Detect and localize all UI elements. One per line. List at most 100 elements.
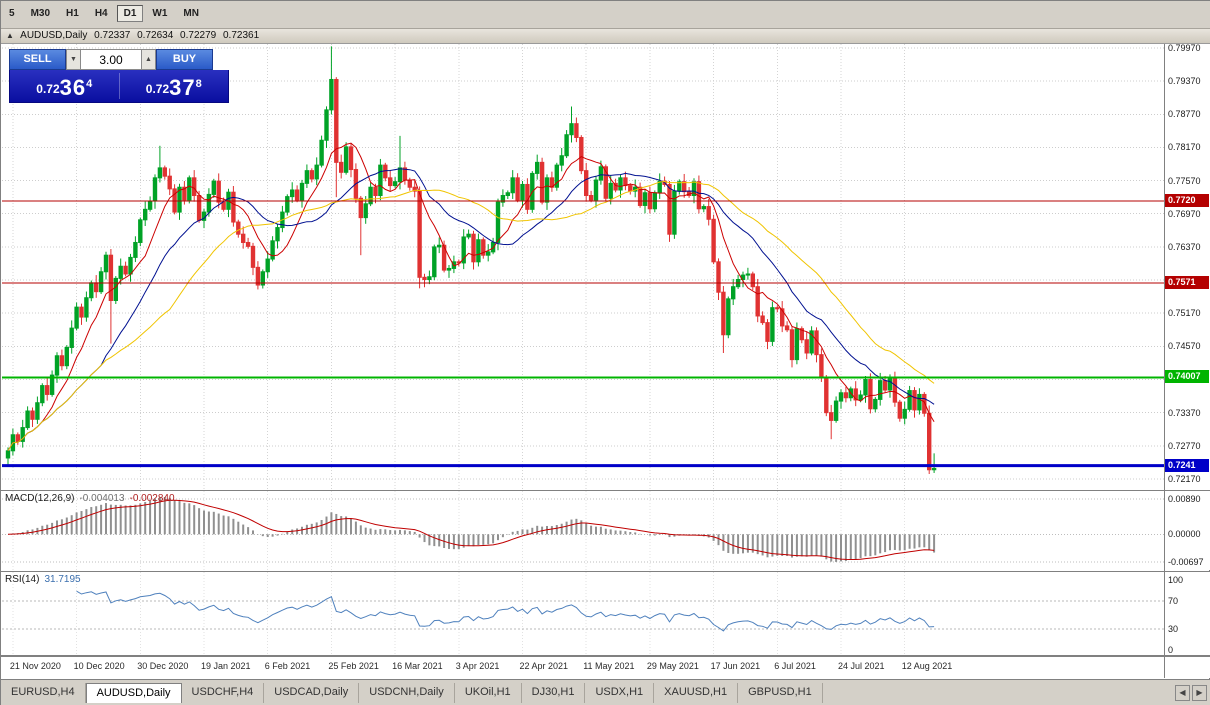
timeframe-button-d1[interactable]: D1 (116, 5, 144, 22)
time-axis-label: 22 Apr 2021 (519, 661, 569, 671)
macd-axis-label: 0.00890 (1168, 494, 1201, 504)
macd-axis-label: 0.00000 (1168, 529, 1201, 540)
ohlc-high: 0.72634 (137, 30, 174, 41)
rsi-axis-label: 0 (1168, 645, 1174, 655)
price-divider (118, 73, 120, 99)
time-axis-label: 24 Jul 2021 (838, 661, 885, 671)
price-axis-label: 0.76970 (1168, 208, 1201, 219)
macd-name: MACD(12,26,9) (5, 493, 75, 504)
rsi-axis-label: 30 (1168, 624, 1179, 634)
price-axis-label: 0.78170 (1168, 142, 1201, 153)
sell-button[interactable]: SELL (9, 49, 66, 70)
time-axis-label: 19 Jan 2021 (201, 661, 251, 671)
chart-tab-usdcad-daily[interactable]: USDCAD,Daily (264, 683, 360, 703)
time-axis-label: 25 Feb 2021 (328, 661, 379, 671)
ohlc-open: 0.72337 (94, 30, 131, 41)
sell-price-prefix: 0.72 (36, 82, 60, 96)
time-axis-label: 11 May 2021 (583, 661, 635, 671)
panel-separator (1, 655, 1210, 657)
chart-tab-usdx-h1[interactable]: USDX,H1 (585, 683, 655, 703)
macd-indicator-panel[interactable]: MACD(12,26,9) -0.004013 -0.002840 (1, 491, 1210, 570)
chart-tab-dj30-h1[interactable]: DJ30,H1 (522, 683, 586, 703)
volume-increase-button[interactable]: ▲ (141, 49, 156, 70)
buy-price-pip: 8 (195, 78, 202, 90)
price-line-label: 0.7571 (1165, 276, 1209, 290)
macd-chart[interactable] (2, 491, 1164, 570)
buy-button[interactable]: BUY (156, 49, 213, 70)
timeframe-button-mn[interactable]: MN (183, 8, 199, 19)
time-axis-label: 30 Dec 2020 (137, 661, 189, 671)
panel-separator[interactable] (1, 571, 1210, 572)
macd-axis-label: -0.00697 (1168, 557, 1204, 567)
axis-separator (1164, 44, 1165, 678)
ohlc-low: 0.72279 (180, 30, 217, 41)
timeframe-button-w1[interactable]: W1 (152, 8, 168, 19)
price-line-label: 0.74007 (1165, 370, 1209, 384)
chart-icon: ▲ (6, 31, 14, 40)
chart-tab-usdchf-h4[interactable]: USDCHF,H4 (182, 683, 265, 703)
timeframe-button-5[interactable]: 5 (9, 8, 15, 19)
timeframe-button-m30[interactable]: M30 (30, 8, 51, 19)
panel-separator[interactable] (1, 490, 1210, 491)
price-axis-label: 0.72770 (1168, 440, 1201, 451)
time-axis-label: 6 Jul 2021 (774, 661, 816, 671)
time-axis-label: 16 Mar 2021 (392, 661, 443, 671)
time-axis[interactable]: 21 Nov 2020 10 Dec 2020 30 Dec 2020 19 Jan … (1, 657, 1210, 678)
volume-decrease-button[interactable]: ▼ (66, 49, 81, 70)
buy-price-prefix: 0.72 (145, 82, 170, 96)
rsi-axis-label: 100 (1168, 575, 1184, 585)
timeframe-buttons: 5 M30 H1 H4 D1 W1 MN (1, 1, 1210, 22)
chart-symbol: AUDUSD,Daily (20, 30, 88, 41)
buy-price-display[interactable]: 0.72 37 8 (120, 70, 229, 102)
chart-tab-gbpusd-h1[interactable]: GBPUSD,H1 (738, 683, 823, 703)
price-axis-label: 0.73370 (1168, 407, 1201, 418)
tab-scroll-left-button[interactable]: ◀ (1175, 685, 1190, 701)
chart-tab-bar: EURUSD,H4 AUDUSD,Daily USDCHF,H4 USDCAD,Dai… (1, 679, 1210, 705)
buy-price-big: 37 (169, 75, 196, 100)
sell-price-display[interactable]: 0.72 36 4 (10, 70, 119, 102)
price-axis-label: 0.78770 (1168, 109, 1201, 120)
price-axis-label: 0.79370 (1168, 76, 1201, 87)
price-axis-label: 0.72170 (1168, 473, 1201, 484)
timeframe-button-h1[interactable]: H1 (66, 8, 79, 19)
rsi-chart[interactable] (2, 572, 1164, 655)
price-chart-panel[interactable] (1, 44, 1210, 490)
chart-title-bar: ▲ AUDUSD,Daily 0.72337 0.72634 0.72279 0… (1, 29, 1210, 44)
price-axis-label: 0.79970 (1168, 42, 1201, 53)
price-chart[interactable] (2, 44, 1164, 490)
timeframe-button-h4[interactable]: H4 (94, 8, 108, 19)
chart-tab-usdcnh-daily[interactable]: USDCNH,Daily (359, 683, 455, 703)
price-axis-label: 0.75170 (1168, 308, 1201, 319)
time-axis-label: 17 Jun 2021 (710, 661, 761, 671)
chart-tab-ukoil-h1[interactable]: UKOil,H1 (455, 683, 522, 703)
rsi-name: RSI(14) (5, 574, 40, 585)
rsi-indicator-panel[interactable]: RSI(14) 31.7195 (1, 572, 1210, 655)
rsi-value: 31.7195 (44, 574, 81, 585)
ohlc-close: 0.72361 (222, 30, 260, 41)
time-axis-label: 12 Aug 2021 (901, 661, 953, 671)
volume-input[interactable] (81, 49, 141, 70)
chart-tab-eurusd-h4[interactable]: EURUSD,H4 (1, 683, 86, 703)
sell-price-pip: 4 (86, 78, 93, 90)
chart-tab-xauusd-h1[interactable]: XAUUSD,H1 (654, 683, 739, 703)
macd-main-value: -0.004013 (79, 493, 125, 504)
time-axis-label: 29 May 2021 (646, 661, 699, 671)
chart-tab-audusd-daily[interactable]: AUDUSD,Daily (85, 683, 182, 703)
tab-scroll-right-button[interactable]: ▶ (1192, 685, 1207, 701)
time-axis-label: 6 Feb 2021 (264, 661, 311, 671)
arrow-left-icon: ◀ (1179, 688, 1186, 697)
price-line-label: 0.7241 (1165, 458, 1209, 472)
sell-price-big: 36 (59, 75, 87, 100)
rsi-axis-label: 70 (1168, 596, 1179, 606)
price-axis-label: 0.76370 (1168, 241, 1201, 252)
time-axis-label: 21 Nov 2020 (9, 661, 61, 671)
arrow-up-icon: ▲ (145, 56, 152, 63)
price-axis-label: 0.77570 (1168, 175, 1201, 186)
arrow-right-icon: ▶ (1196, 688, 1203, 697)
price-axis-label: 0.74570 (1168, 341, 1201, 352)
time-axis-label: 10 Dec 2020 (73, 661, 125, 671)
price-line-label: 0.7720 (1165, 194, 1209, 208)
macd-header: MACD(12,26,9) -0.004013 -0.002840 (5, 493, 180, 504)
